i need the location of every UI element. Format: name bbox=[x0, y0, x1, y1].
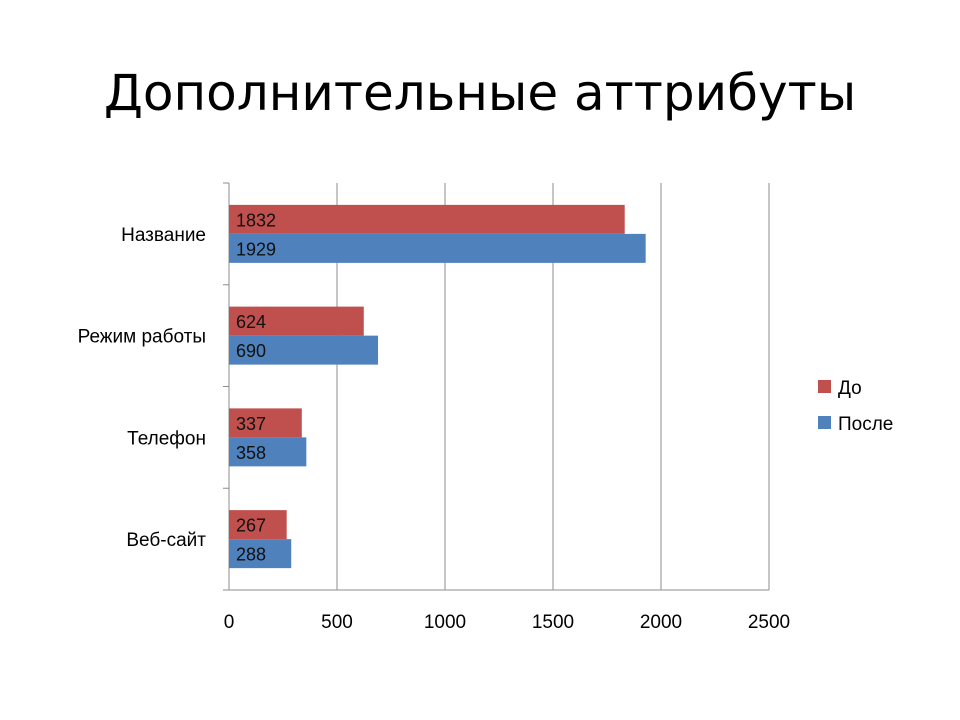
bar bbox=[229, 233, 646, 263]
x-tick-label: 0 bbox=[224, 612, 235, 633]
legend-label: До bbox=[838, 378, 862, 399]
legend-swatch bbox=[818, 380, 831, 393]
x-tick-label: 500 bbox=[321, 612, 353, 633]
data-label: 288 bbox=[236, 545, 266, 565]
x-tick-label: 1500 bbox=[532, 612, 574, 633]
data-label: 337 bbox=[236, 414, 266, 434]
bar bbox=[229, 204, 625, 234]
data-label: 267 bbox=[236, 516, 266, 536]
category-label: Режим работы bbox=[78, 327, 206, 348]
data-label: 690 bbox=[236, 341, 266, 361]
data-label: 624 bbox=[236, 312, 266, 332]
bar bbox=[229, 306, 364, 336]
bar bbox=[229, 408, 302, 438]
data-label: 1832 bbox=[236, 210, 276, 230]
data-label: 358 bbox=[236, 443, 266, 463]
legend-label: После bbox=[838, 414, 893, 435]
bar bbox=[229, 539, 292, 569]
legend-swatch bbox=[818, 416, 831, 429]
category-label: Название bbox=[121, 225, 206, 246]
slide-title: Дополнительные аттрибуты bbox=[103, 64, 857, 122]
bar bbox=[229, 437, 307, 467]
bar bbox=[229, 510, 287, 540]
x-tick-label: 2500 bbox=[748, 612, 790, 633]
data-label: 1929 bbox=[236, 239, 276, 259]
x-tick-label: 2000 bbox=[640, 612, 682, 633]
category-label: Веб-сайт bbox=[126, 530, 206, 551]
bar bbox=[229, 335, 379, 365]
category-label: Телефон bbox=[127, 428, 206, 449]
x-tick-label: 1000 bbox=[424, 612, 466, 633]
